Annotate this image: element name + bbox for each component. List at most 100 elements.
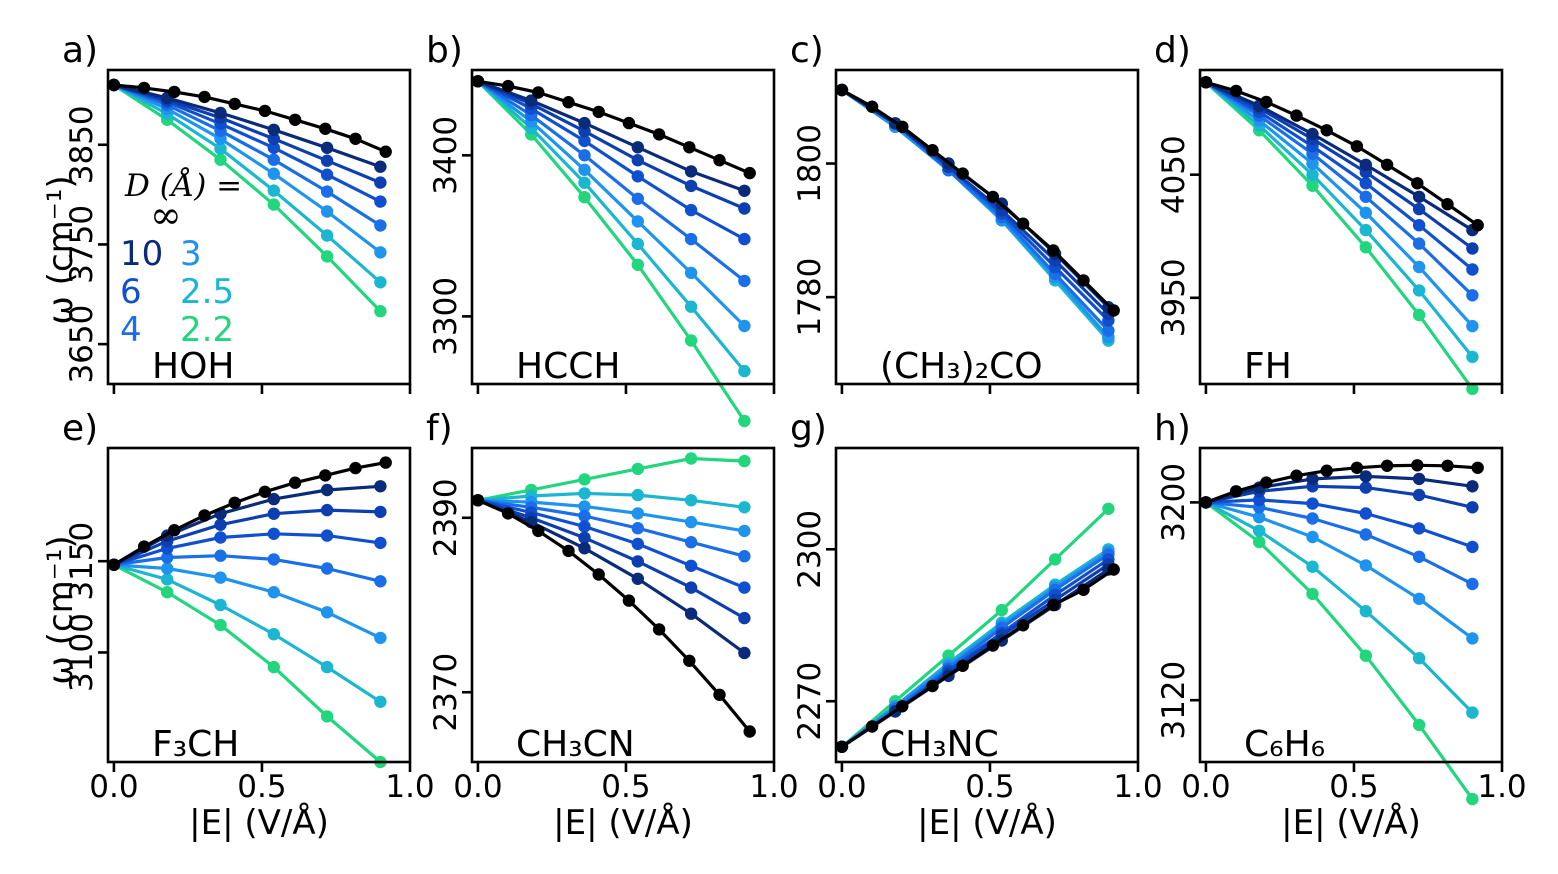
data-point [1359,605,1372,618]
data-point [267,586,280,599]
series-line [840,507,1110,749]
data-point [374,276,387,289]
data-point [683,141,696,154]
panel-a: a) 3650 3750 3850 HOH D (Å) = ∞ 10 6 4 3 2… [62,30,412,394]
data-point [738,454,751,468]
series-line [841,568,1115,749]
series-line [476,80,746,422]
data-point [1359,206,1372,219]
data-point [1359,190,1372,203]
data-point [1047,598,1060,612]
series-4 [1199,496,1479,591]
data-point [1380,158,1394,171]
plot-area: 0.0 0.5 1.0 3120 3200 [1156,446,1527,806]
x-tick-label: 0.5 [1329,769,1378,805]
data-point [1199,496,1213,509]
data-point [684,494,698,507]
series-line [113,508,381,567]
data-point [631,192,644,205]
data-point [379,145,392,158]
series-1 [107,78,387,173]
data-point [684,300,698,313]
data-point [683,654,696,667]
series-line [113,83,387,154]
molecule-label: CH₃NC [880,724,999,765]
data-point [161,586,174,599]
data-point [1412,472,1426,486]
data-point [592,105,605,119]
data-point [926,679,939,693]
data-point [956,659,969,672]
series-line [1205,80,1474,250]
data-point [374,631,387,645]
data-point [137,540,151,553]
data-point [1306,497,1319,510]
plot-area: 3300 3400 [428,68,776,428]
data-point [1466,706,1479,719]
data-point [320,503,334,517]
data-point [319,469,332,482]
data-point [320,229,334,242]
data-point [1471,461,1484,474]
data-point [374,575,387,588]
data-point [1306,157,1319,170]
series-5 [107,558,387,645]
data-point [161,562,174,575]
data-point [684,266,698,280]
series-line [1205,80,1479,227]
data-point [1107,304,1120,317]
series-line [477,498,746,655]
data-point [320,606,334,619]
data-point [107,78,121,92]
data-point [1412,592,1426,605]
data-point [738,319,751,333]
data-point [107,558,121,571]
data-point [214,142,227,155]
data-point [1016,217,1030,230]
data-point [631,555,644,568]
series-line [113,563,382,640]
data-point [578,116,591,130]
series-line [840,550,1110,749]
series-line [477,456,745,502]
data-point [267,628,280,641]
series-line [113,563,382,764]
data-point [1466,632,1479,645]
molecule-label: C₆H₆ [1244,724,1325,765]
data-point [578,509,591,523]
series-line [113,461,386,567]
data-point [1107,563,1120,576]
y-tick-label: 3650 [64,305,100,384]
data-point [1306,512,1319,525]
x-axis-label-3: |E| (V/Å) [917,802,1057,843]
data-point [1412,308,1426,322]
series-line [113,83,382,313]
series-4 [107,549,387,588]
data-point [1306,530,1319,544]
legend-title: D (Å) = [124,166,242,204]
data-point [1359,649,1372,662]
series-0 [1199,459,1484,509]
series-line [840,88,1110,339]
data-point [532,86,545,99]
data-point [267,167,280,180]
series-1 [1199,470,1479,509]
data-point [198,90,211,104]
data-point [214,153,227,166]
series-line [477,79,745,193]
series-line [113,83,382,185]
data-point [738,184,751,197]
data-point [267,184,280,197]
y-tick-label: 2270 [792,662,828,741]
y-tick-label: 3100 [64,613,100,692]
data-point [1229,485,1243,498]
plot-frame [470,446,776,764]
x-axis-label-2: |E| (V/Å) [553,802,693,843]
data-point [1047,244,1060,257]
legend-entry-4: 4 [120,310,142,350]
y-tick-label: 3850 [64,105,100,184]
data-point [1466,577,1479,591]
panel-label: h) [1154,408,1191,449]
molecule-label: CH₃CN [516,724,635,765]
data-point [578,191,591,204]
